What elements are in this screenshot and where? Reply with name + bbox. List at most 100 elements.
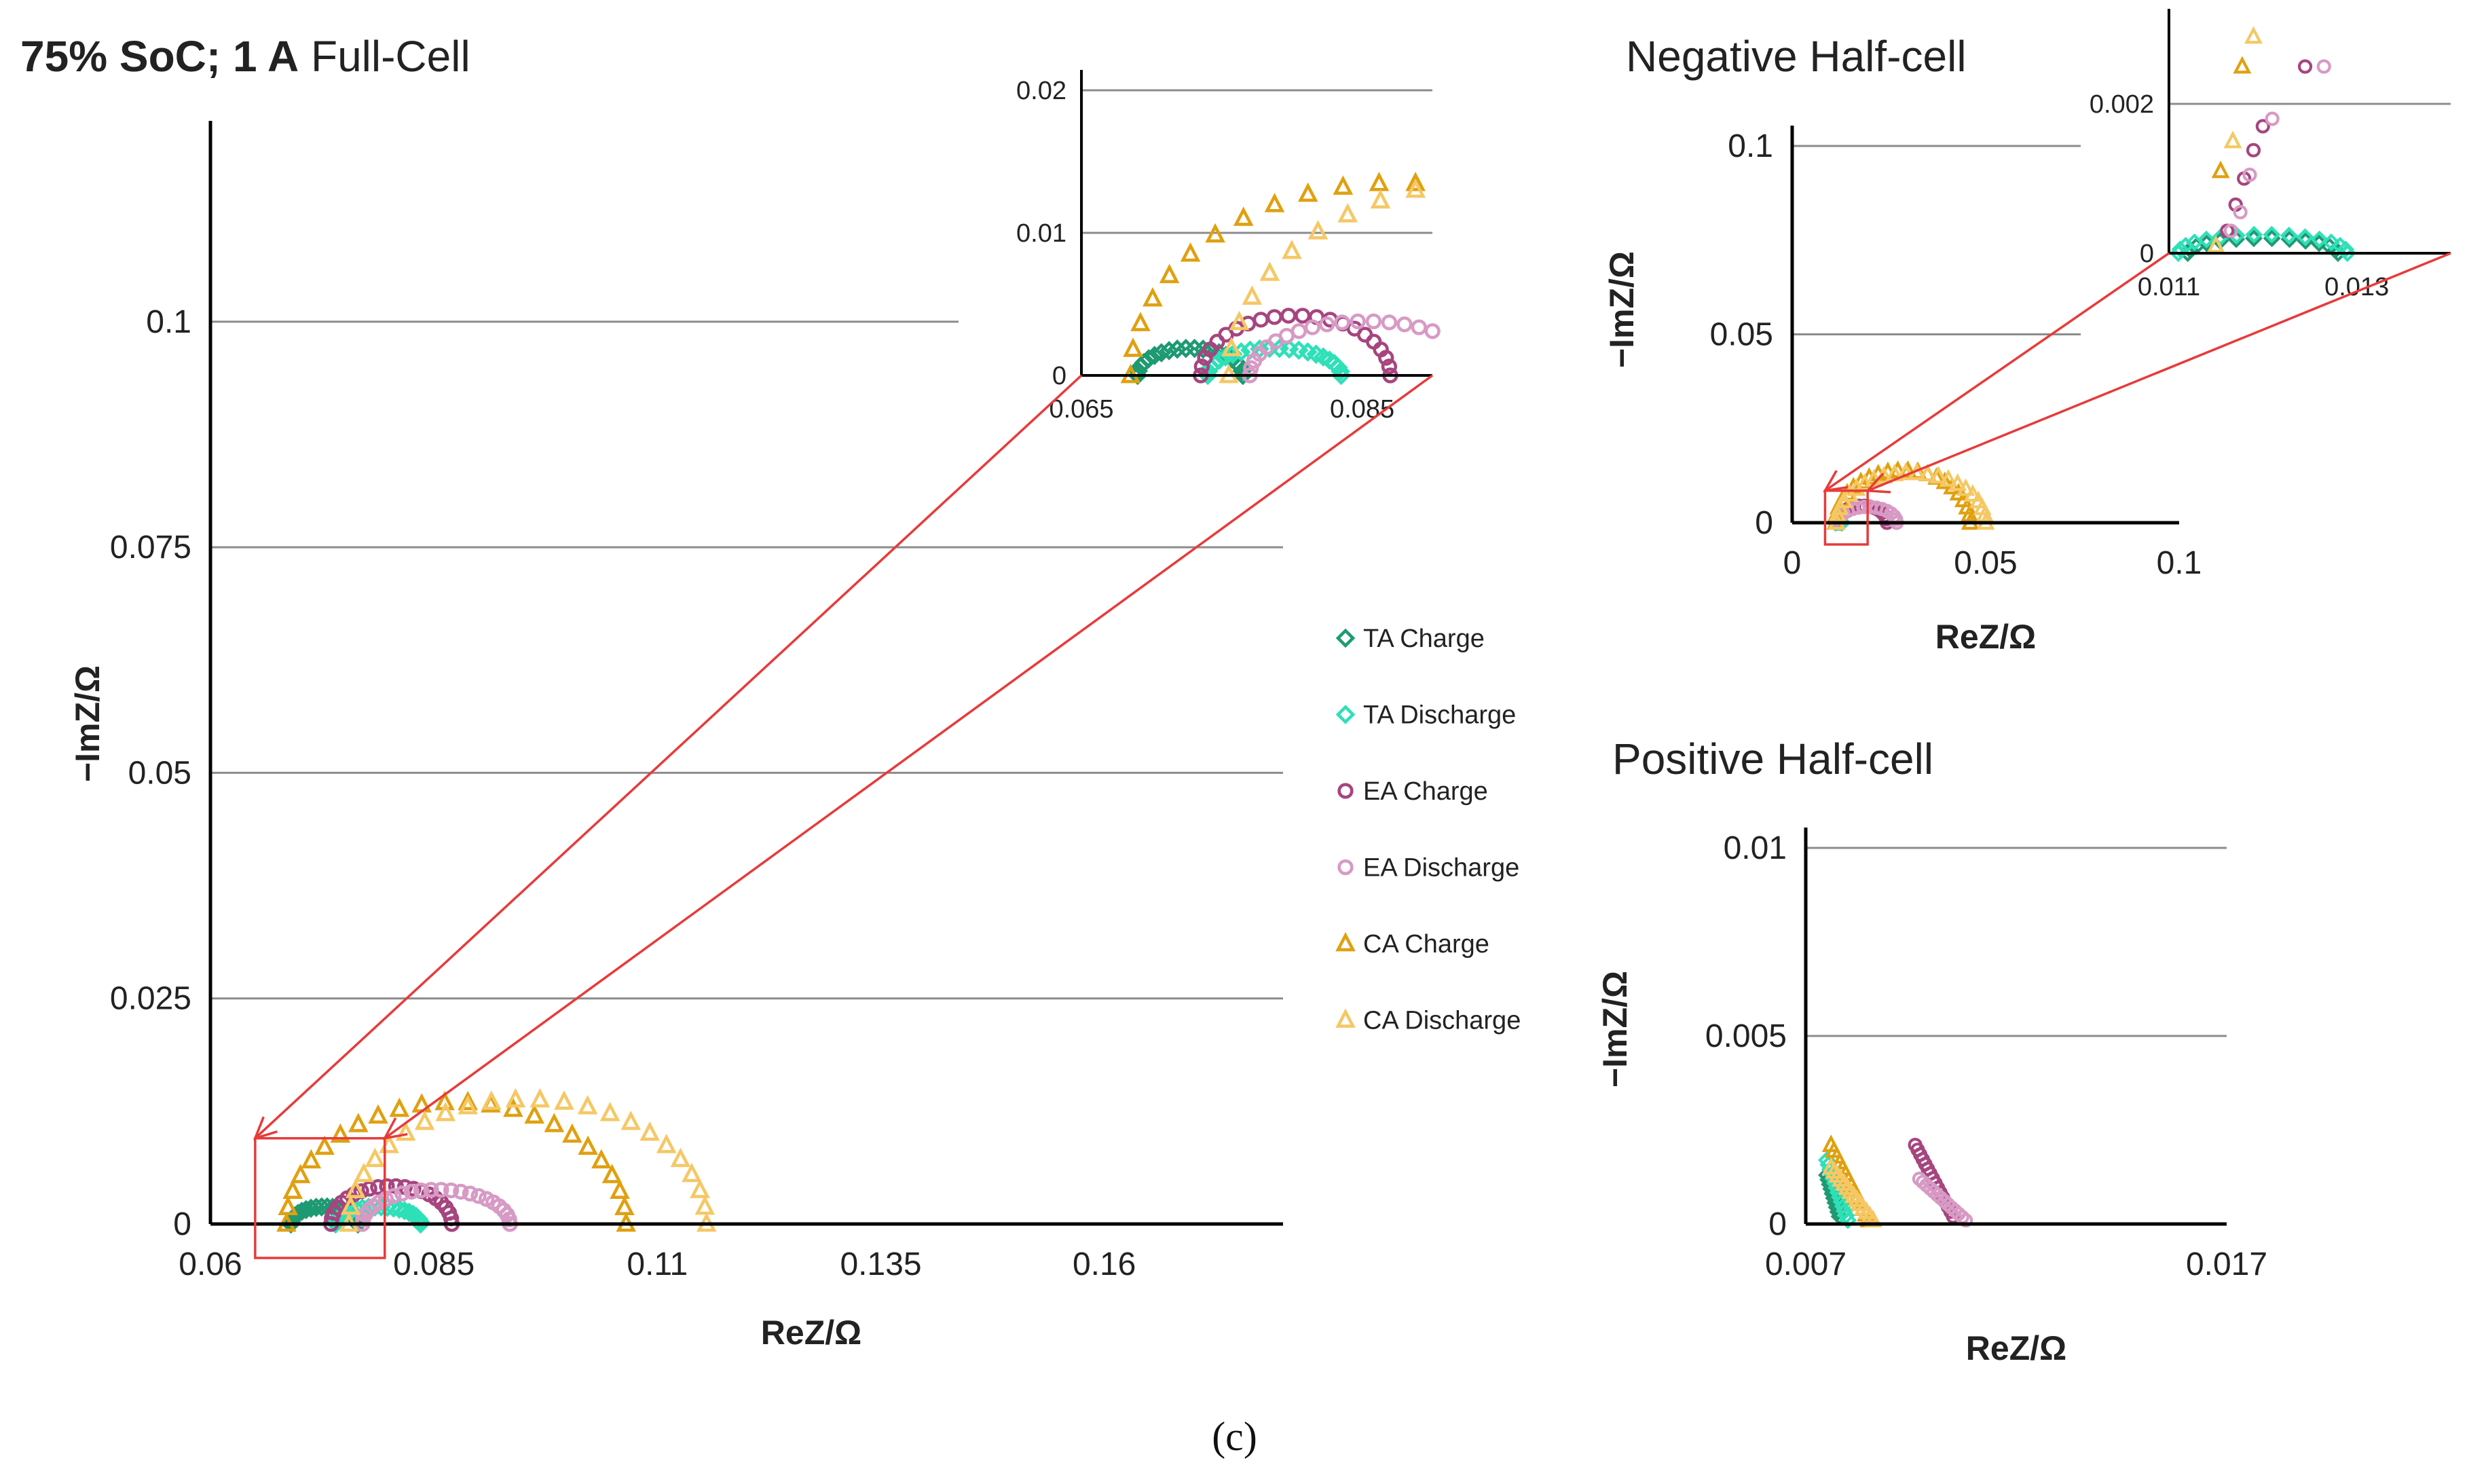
data-point-ea-charge — [1381, 358, 1398, 375]
y-tick-label: 0.05 — [128, 755, 191, 791]
data-point-ca-discharge — [554, 1090, 574, 1110]
data-point-ca-charge — [1123, 337, 1143, 357]
chart-negative-inset: 0 0.002 0.011 0.013 — [2090, 9, 2451, 301]
data-point-ca-charge — [290, 1164, 311, 1183]
data-point-ca-discharge — [1221, 337, 1242, 356]
zoom-arrow — [254, 374, 1083, 1140]
series-group-negative-inset — [2169, 26, 2356, 262]
data-point-ca-charge — [562, 1123, 582, 1143]
y-axis-label: −ImZ/Ω — [1603, 251, 1641, 368]
data-point-ta-charge — [1829, 1203, 1847, 1221]
data-point-ca-discharge — [2206, 235, 2225, 253]
legend-marker-ca-charge — [1335, 931, 1356, 952]
series-group-full — [276, 1088, 717, 1233]
data-point-ca-charge — [1143, 286, 1163, 307]
series-group-negative — [1826, 460, 1995, 532]
legend-label: TA Charge — [1363, 625, 1485, 653]
data-point-ca-discharge — [1370, 189, 1391, 209]
data-point-ea-discharge — [453, 1183, 469, 1200]
legend-marker-ea-charge — [1337, 783, 1354, 799]
data-point-ca-charge — [578, 1135, 598, 1155]
data-point-ta-charge — [1151, 343, 1172, 363]
data-point-ca-discharge — [1259, 261, 1280, 281]
data-point-ea-discharge — [2242, 167, 2257, 183]
data-point-ea-discharge — [1304, 319, 1320, 335]
y-tick-label: 0.01 — [1724, 830, 1787, 866]
y-tick-label: 0 — [1768, 1206, 1787, 1242]
chart-title: Negative Half-cell — [1626, 32, 1967, 81]
data-point-ca-charge — [524, 1104, 544, 1124]
legend-label: TA Discharge — [1363, 701, 1516, 730]
data-point-ta-discharge — [389, 1199, 409, 1219]
data-point-ca-discharge — [1405, 178, 1426, 198]
data-point-ca-charge — [314, 1135, 335, 1155]
data-point-ca-discharge — [2244, 26, 2263, 44]
zoom-indicator-negative — [1823, 252, 2451, 546]
chart-full: 0 0.025 0.05 0.075 0.1 0.06 0.085 0.11 0.135 0.16… — [20, 32, 1283, 1352]
series-group-full-inset — [1120, 172, 1441, 385]
data-point-ea-discharge — [423, 1181, 439, 1198]
x-tick-label: 0.065 — [1049, 395, 1113, 424]
zoom-arrow-head — [253, 1116, 278, 1140]
data-point-ca-discharge — [1948, 473, 1967, 491]
data-point-ca-charge — [601, 1164, 623, 1183]
data-point-ea-discharge — [433, 1181, 449, 1198]
data-point-ta-discharge — [2263, 225, 2281, 244]
data-point-ea-charge — [1266, 309, 1282, 325]
data-point-ca-discharge — [1229, 310, 1250, 331]
x-tick-label: 0.11 — [627, 1246, 688, 1282]
data-point-ca-discharge — [690, 1179, 710, 1198]
data-point-ea-discharge — [2265, 111, 2280, 126]
data-point-ea-discharge — [1334, 314, 1350, 331]
data-point-ea-discharge — [462, 1185, 479, 1202]
data-point-ca-charge — [1333, 175, 1354, 195]
data-point-ca-charge — [1264, 193, 1285, 212]
data-point-ca-charge — [1159, 263, 1180, 284]
data-point-ca-discharge — [694, 1195, 716, 1215]
chart-positive: 0 0.005 0.01 0.007 0.017 ReZ/Ω −ImZ/Ω Positive … — [1596, 735, 2267, 1367]
x-tick-label: 0.16 — [1073, 1246, 1136, 1282]
zoom-arrow — [1867, 252, 2451, 492]
data-point-ta-discharge — [2337, 240, 2355, 259]
data-point-ea-discharge — [2223, 223, 2238, 238]
chart-negative: 0 0.05 0.1 0 0.05 0.1 ReZ/Ω −ImZ/Ω Negative Half… — [1603, 32, 2202, 656]
figure-caption: (c) — [1212, 1414, 1257, 1459]
data-point-ca-charge — [591, 1149, 612, 1169]
data-point-ca-discharge — [639, 1121, 660, 1141]
data-point-ca-discharge — [1918, 464, 1937, 481]
data-point-ea-discharge — [1396, 316, 1413, 333]
data-point-ea-charge — [2246, 143, 2261, 157]
data-point-ea-discharge — [1411, 319, 1427, 335]
data-point-ca-charge — [282, 1179, 303, 1199]
data-point-ca-discharge — [1863, 1209, 1882, 1227]
data-point-ta-discharge — [1331, 365, 1351, 385]
y-tick-label: 0.075 — [110, 530, 191, 565]
y-tick-label: 0.005 — [1705, 1018, 1787, 1054]
data-point-ca-charge — [301, 1149, 322, 1169]
data-point-ca-charge — [1405, 172, 1426, 191]
data-point-ca-discharge — [481, 1090, 502, 1110]
data-point-ca-charge — [368, 1104, 388, 1124]
y-tick-label: 0.02 — [1016, 77, 1066, 105]
data-point-ca-charge — [348, 1113, 369, 1132]
data-point-ta-discharge — [1331, 361, 1350, 382]
legend-marker-ta-charge — [1335, 628, 1356, 648]
zoom-arrow-head — [1865, 472, 1891, 494]
data-point-ta-discharge — [2280, 226, 2298, 244]
y-axis-label: −ImZ/Ω — [1596, 971, 1634, 1088]
data-point-ca-charge — [1960, 504, 1979, 522]
data-point-ca-charge — [2233, 56, 2252, 74]
data-point-ca-charge — [614, 1195, 635, 1215]
data-point-ca-discharge — [340, 1195, 361, 1215]
data-point-ca-discharge — [354, 1162, 374, 1183]
data-point-ea-discharge — [1350, 313, 1366, 330]
y-tick-label: 0.05 — [1710, 317, 1773, 353]
data-point-ca-discharge — [346, 1179, 366, 1198]
data-point-ea-discharge — [403, 1183, 420, 1200]
data-point-ca-charge — [1205, 223, 1225, 243]
data-point-ca-charge — [544, 1113, 565, 1132]
data-point-ca-charge — [610, 1179, 630, 1199]
x-tick-label: 0.06 — [179, 1246, 242, 1282]
x-tick-label: 0.017 — [2186, 1246, 2267, 1282]
